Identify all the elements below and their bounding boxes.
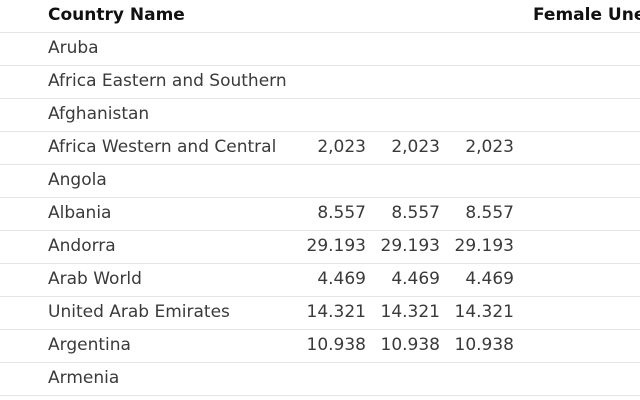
value-cell: 4.469 xyxy=(465,269,514,289)
value-cell: 2,023 xyxy=(465,137,514,157)
country-name: Angola xyxy=(48,170,107,190)
country-name: Andorra xyxy=(48,236,116,256)
country-name: Arab World xyxy=(48,269,142,289)
value-cell: 29.193 xyxy=(380,236,440,256)
country-name: Albania xyxy=(48,203,112,223)
row-divider xyxy=(0,362,640,363)
value-cell: 2,023 xyxy=(391,137,440,157)
row-divider xyxy=(0,32,640,33)
country-name: Afghanistan xyxy=(48,104,150,124)
value-cell: 14.321 xyxy=(306,302,366,322)
value-cell: 14.321 xyxy=(454,302,514,322)
country-name: United Arab Emirates xyxy=(48,302,230,322)
value-cell: 29.193 xyxy=(454,236,514,256)
value-cell: 4.469 xyxy=(391,269,440,289)
row-divider xyxy=(0,164,640,165)
value-cell: 8.557 xyxy=(391,203,440,223)
value-cell: 14.321 xyxy=(380,302,440,322)
row-divider xyxy=(0,329,640,330)
value-cell: 8.557 xyxy=(465,203,514,223)
country-name: Africa Western and Central xyxy=(48,137,277,157)
row-divider xyxy=(0,65,640,66)
row-divider xyxy=(0,131,640,132)
value-cell: 4.469 xyxy=(317,269,366,289)
row-divider xyxy=(0,98,640,99)
value-cell: 10.938 xyxy=(306,335,366,355)
country-name: Armenia xyxy=(48,368,120,388)
column-header: Female Une xyxy=(533,5,640,25)
column-header: Country Name xyxy=(48,5,185,25)
country-name: Africa Eastern and Southern xyxy=(48,71,287,91)
value-cell: 8.557 xyxy=(317,203,366,223)
row-divider xyxy=(0,395,640,396)
value-cell: 10.938 xyxy=(454,335,514,355)
value-cell: 2,023 xyxy=(317,137,366,157)
value-cell: 29.193 xyxy=(306,236,366,256)
value-cell: 10.938 xyxy=(380,335,440,355)
row-divider xyxy=(0,197,640,198)
row-divider xyxy=(0,263,640,264)
row-divider xyxy=(0,230,640,231)
country-name: Argentina xyxy=(48,335,131,355)
country-name: Aruba xyxy=(48,38,99,58)
row-divider xyxy=(0,296,640,297)
